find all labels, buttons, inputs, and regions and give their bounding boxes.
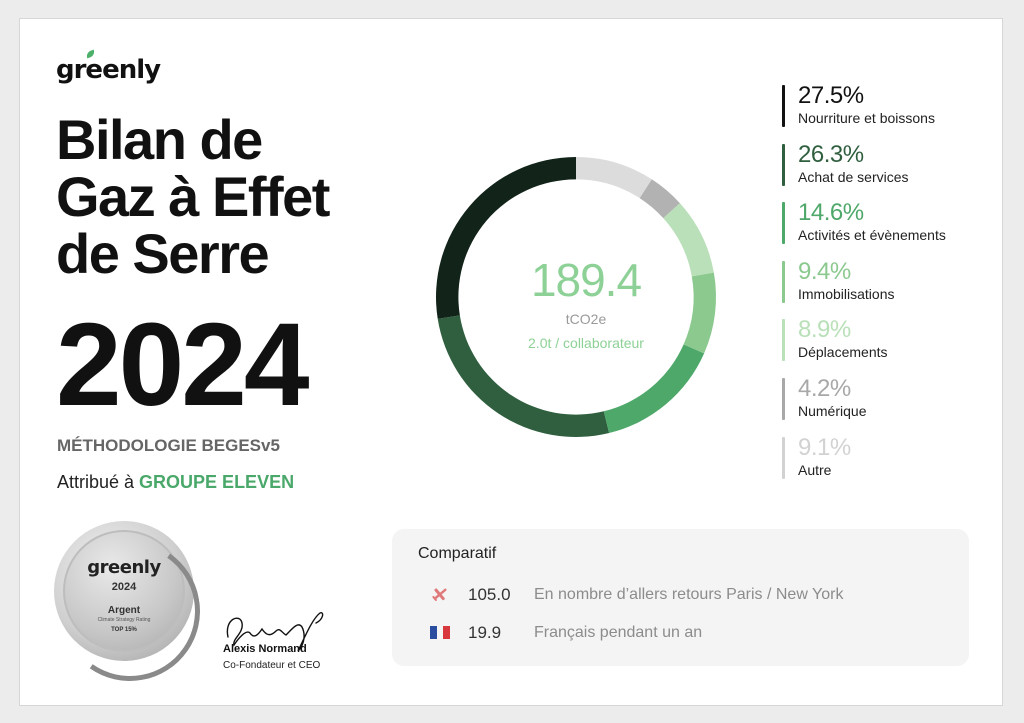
title-line-1: Bilan de <box>56 108 263 171</box>
legend-item: 4.2% Numérique <box>782 376 992 422</box>
attribution-prefix: Attribué à <box>57 472 140 492</box>
logo-text: greenly <box>56 55 161 85</box>
legend-color-bar <box>782 436 785 479</box>
comparison-label: Français pendant un an <box>534 624 703 641</box>
medal-rank: Argent <box>107 605 141 616</box>
medal-badge: TOP 15% <box>111 627 137 633</box>
signatory-name: Alexis Normand <box>223 643 307 655</box>
report-year: 2024 <box>56 299 310 431</box>
comparison-label: En nombre d’allers retours Paris / New Y… <box>534 586 844 603</box>
legend-item: 14.6% Activités et évènements <box>782 200 992 246</box>
comparison-value: 105.0 <box>468 585 511 604</box>
legend-label: Activités et évènements <box>798 227 946 244</box>
page-title: Bilan de Gaz à Effet de Serre <box>56 108 330 285</box>
signature-image <box>226 611 324 652</box>
donut-center: 189.4 tCO2e 2.0t / collaborateur <box>486 255 686 351</box>
legend-label: Numérique <box>798 403 867 419</box>
legend-percentage: 26.3% <box>798 140 864 168</box>
donut-slice-1 <box>436 157 576 319</box>
legend-label: Achat de services <box>798 168 909 185</box>
airplane-icon <box>432 588 447 602</box>
legend-color-bar <box>782 260 785 303</box>
donut-slice-4 <box>683 272 716 354</box>
methodology-label: MÉTHODOLOGIE BEGESv5 <box>57 436 280 455</box>
comparatif-panel: Comparatif 105.0 En nombre d’allers reto… <box>392 529 969 666</box>
donut-slice-2 <box>437 315 610 437</box>
legend-label: Nourriture et boissons <box>798 110 935 126</box>
legend-item: 8.9% Déplacements <box>782 317 992 363</box>
total-emissions-value: 189.4 <box>530 254 642 306</box>
legend-percentage: 8.9% <box>798 316 851 344</box>
comparison-value: 19.9 <box>468 623 502 642</box>
medal-subtitle: Climate Strategy Rating <box>97 617 151 623</box>
legend-percentage: 9.4% <box>798 257 851 285</box>
comparatif-title: Comparatif <box>418 545 497 562</box>
legend-percentage: 14.6% <box>798 199 864 227</box>
legend-color-bar <box>782 143 785 186</box>
legend-label: Déplacements <box>798 344 888 361</box>
medal-face <box>63 530 185 652</box>
donut-slice-3 <box>603 344 705 434</box>
donut-slice-5 <box>663 203 714 277</box>
legend-label: Immobilisations <box>798 285 895 302</box>
legend-percentage: 27.5% <box>798 82 864 109</box>
legend-item: 9.4% Immobilisations <box>782 257 992 305</box>
certificate-card: greenly Bilan de Gaz à Effet de Serre 20… <box>19 18 1003 706</box>
emissions-donut-chart <box>436 157 716 437</box>
medal-logo: greenly <box>87 557 161 578</box>
comparison-row: 105.0 En nombre d’allers retours Paris /… <box>430 583 950 607</box>
legend-percentage: 4.2% <box>798 375 851 402</box>
company-name: GROUPE ELEVEN <box>139 472 295 492</box>
title-line-3: de Serre <box>56 222 270 285</box>
legend-item: 27.5% Nourriture et boissons <box>782 83 992 129</box>
legend-item: 26.3% Achat de services <box>782 140 992 188</box>
donut-slice-6 <box>639 179 680 219</box>
legend-item: 9.1% Autre <box>782 433 992 481</box>
legend-percentage: 9.1% <box>798 433 851 461</box>
donut-slice-7 <box>576 157 652 199</box>
legend-color-bar <box>782 85 785 127</box>
comparison-row: 19.9 Français pendant un an <box>430 621 950 645</box>
greenly-logo: greenly <box>56 49 161 85</box>
medal-year: 2024 <box>111 581 137 593</box>
per-employee-emissions: 2.0t / collaborateur <box>528 335 644 351</box>
total-emissions-unit: tCO2e <box>565 311 607 327</box>
attribution: Attribué à GROUPE ELEVEN <box>57 472 294 493</box>
title-line-2: Gaz à Effet <box>56 165 330 228</box>
signatory-role: Co-Fondateur et CEO <box>223 660 321 671</box>
legend-label: Autre <box>798 461 832 478</box>
legend-color-bar <box>782 378 785 420</box>
french-flag-icon <box>430 624 451 640</box>
rating-medal: greenly 2024 Argent Climate Strategy Rat… <box>48 521 212 693</box>
legend-color-bar <box>782 319 785 362</box>
legend-color-bar <box>782 202 785 245</box>
